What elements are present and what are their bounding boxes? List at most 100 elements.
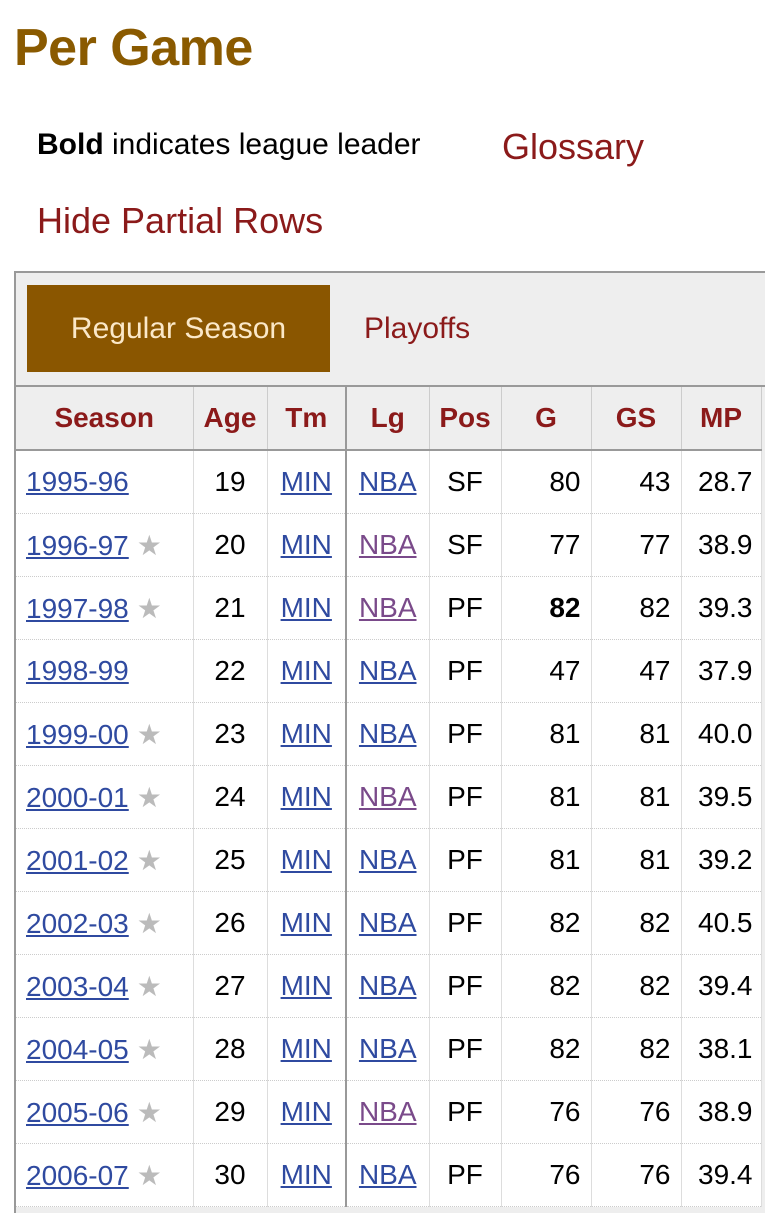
column-header-season[interactable]: Season bbox=[16, 387, 194, 451]
games-started-cell: 76 bbox=[591, 1080, 682, 1144]
position-cell: SF bbox=[429, 450, 502, 514]
games-cell: 81 bbox=[501, 702, 592, 766]
column-header-g[interactable]: G bbox=[501, 387, 592, 451]
league-cell: NBA bbox=[346, 702, 430, 766]
games-cell: 76 bbox=[501, 1080, 592, 1144]
position-cell: PF bbox=[429, 639, 502, 703]
all-star-icon: ★ bbox=[136, 529, 162, 561]
legend-text: indicates league leader bbox=[103, 128, 421, 161]
position-cell: PF bbox=[429, 1143, 502, 1207]
season-link[interactable]: 1996-97 bbox=[26, 529, 129, 561]
season-link[interactable]: 2006-07 bbox=[26, 1159, 129, 1191]
league-cell: NBA bbox=[346, 576, 430, 640]
league-link[interactable]: NBA bbox=[358, 907, 417, 938]
team-link[interactable]: MIN bbox=[280, 529, 332, 560]
games-started-cell: 82 bbox=[591, 954, 682, 1018]
games-cell: 82 bbox=[501, 576, 592, 640]
games-cell: 82 bbox=[501, 954, 592, 1018]
games-started-cell: 77 bbox=[591, 513, 682, 577]
games-cell: 77 bbox=[501, 513, 592, 577]
minutes-cell: 38.1 bbox=[681, 1017, 762, 1081]
minutes-cell: 39.5 bbox=[681, 765, 762, 829]
column-header-tm[interactable]: Tm bbox=[267, 387, 347, 451]
team-link[interactable]: MIN bbox=[280, 466, 332, 497]
league-link[interactable]: NBA bbox=[358, 466, 417, 497]
games-started-cell: 81 bbox=[591, 702, 682, 766]
all-star-icon: ★ bbox=[136, 844, 162, 876]
season-link[interactable]: 1999-00 bbox=[26, 718, 129, 750]
games-cell: 47 bbox=[501, 639, 592, 703]
season-link[interactable]: 1995-96 bbox=[26, 466, 129, 497]
table-row: 2002-03 ★ 26 MIN NBA PF 82 82 40.5 bbox=[16, 891, 762, 955]
column-header-age[interactable]: Age bbox=[193, 387, 268, 451]
age-cell: 25 bbox=[193, 828, 268, 892]
season-cell: 1996-97 ★ bbox=[16, 513, 194, 577]
league-cell: NBA bbox=[346, 954, 430, 1018]
team-link[interactable]: MIN bbox=[280, 592, 332, 623]
table-row: 1996-97 ★ 20 MIN NBA SF 77 77 38.9 bbox=[16, 513, 762, 577]
all-star-icon: ★ bbox=[136, 718, 162, 750]
season-link[interactable]: 2001-02 bbox=[26, 844, 129, 876]
league-link[interactable]: NBA bbox=[358, 1159, 417, 1190]
position-cell: PF bbox=[429, 702, 502, 766]
season-link[interactable]: 1997-98 bbox=[26, 592, 129, 624]
league-link[interactable]: NBA bbox=[358, 529, 417, 560]
league-link[interactable]: NBA bbox=[358, 970, 417, 1001]
minutes-cell: 39.3 bbox=[681, 576, 762, 640]
table-row: 2006-07 ★ 30 MIN NBA PF 76 76 39.4 bbox=[16, 1143, 762, 1207]
league-link[interactable]: NBA bbox=[358, 718, 417, 749]
season-link[interactable]: 2000-01 bbox=[26, 781, 129, 813]
team-cell: MIN bbox=[267, 1080, 347, 1144]
league-link[interactable]: NBA bbox=[358, 655, 417, 686]
team-cell: MIN bbox=[267, 513, 347, 577]
team-cell: MIN bbox=[267, 639, 347, 703]
league-cell: NBA bbox=[346, 450, 430, 514]
column-header-pos[interactable]: Pos bbox=[429, 387, 502, 451]
position-cell: PF bbox=[429, 828, 502, 892]
season-link[interactable]: 2002-03 bbox=[26, 907, 129, 939]
league-link[interactable]: NBA bbox=[358, 781, 417, 812]
league-link[interactable]: NBA bbox=[358, 1096, 417, 1127]
team-cell: MIN bbox=[267, 891, 347, 955]
position-cell: PF bbox=[429, 891, 502, 955]
team-link[interactable]: MIN bbox=[280, 907, 332, 938]
team-link[interactable]: MIN bbox=[280, 1096, 332, 1127]
season-link[interactable]: 2005-06 bbox=[26, 1096, 129, 1128]
column-header-gs[interactable]: GS bbox=[591, 387, 682, 451]
games-cell: 80 bbox=[501, 450, 592, 514]
minutes-cell: 38.9 bbox=[681, 513, 762, 577]
table-row: 1997-98 ★ 21 MIN NBA PF 82 82 39.3 bbox=[16, 576, 762, 640]
league-link[interactable]: NBA bbox=[358, 1033, 417, 1064]
minutes-cell: 40.0 bbox=[681, 702, 762, 766]
team-cell: MIN bbox=[267, 1017, 347, 1081]
season-link[interactable]: 2004-05 bbox=[26, 1033, 129, 1065]
team-link[interactable]: MIN bbox=[280, 1159, 332, 1190]
bold-legend: Bold indicates league leader bbox=[37, 128, 421, 162]
games-cell: 81 bbox=[501, 765, 592, 829]
team-link[interactable]: MIN bbox=[280, 1033, 332, 1064]
season-cell: 1998-99 bbox=[16, 639, 194, 703]
hide-partial-rows-button[interactable]: Hide Partial Rows bbox=[37, 200, 324, 241]
season-link[interactable]: 2003-04 bbox=[26, 970, 129, 1002]
table-row: 2004-05 ★ 28 MIN NBA PF 82 82 38.1 bbox=[16, 1017, 762, 1081]
league-link[interactable]: NBA bbox=[358, 844, 417, 875]
position-cell: PF bbox=[429, 954, 502, 1018]
tab-playoffs[interactable]: Playoffs bbox=[364, 311, 471, 345]
season-cell: 2003-04 ★ bbox=[16, 954, 194, 1018]
league-link[interactable]: NBA bbox=[358, 592, 417, 623]
column-header-lg[interactable]: Lg bbox=[346, 387, 430, 451]
column-header-mp[interactable]: MP bbox=[681, 387, 762, 451]
glossary-link[interactable]: Glossary bbox=[502, 126, 645, 167]
all-star-icon: ★ bbox=[136, 970, 162, 1002]
team-link[interactable]: MIN bbox=[280, 655, 332, 686]
team-cell: MIN bbox=[267, 954, 347, 1018]
team-link[interactable]: MIN bbox=[280, 781, 332, 812]
age-cell: 30 bbox=[193, 1143, 268, 1207]
tab-regular-season[interactable]: Regular Season bbox=[27, 285, 330, 372]
season-link[interactable]: 1998-99 bbox=[26, 655, 129, 686]
team-link[interactable]: MIN bbox=[280, 718, 332, 749]
team-link[interactable]: MIN bbox=[280, 844, 332, 875]
team-cell: MIN bbox=[267, 702, 347, 766]
team-cell: MIN bbox=[267, 765, 347, 829]
team-link[interactable]: MIN bbox=[280, 970, 332, 1001]
